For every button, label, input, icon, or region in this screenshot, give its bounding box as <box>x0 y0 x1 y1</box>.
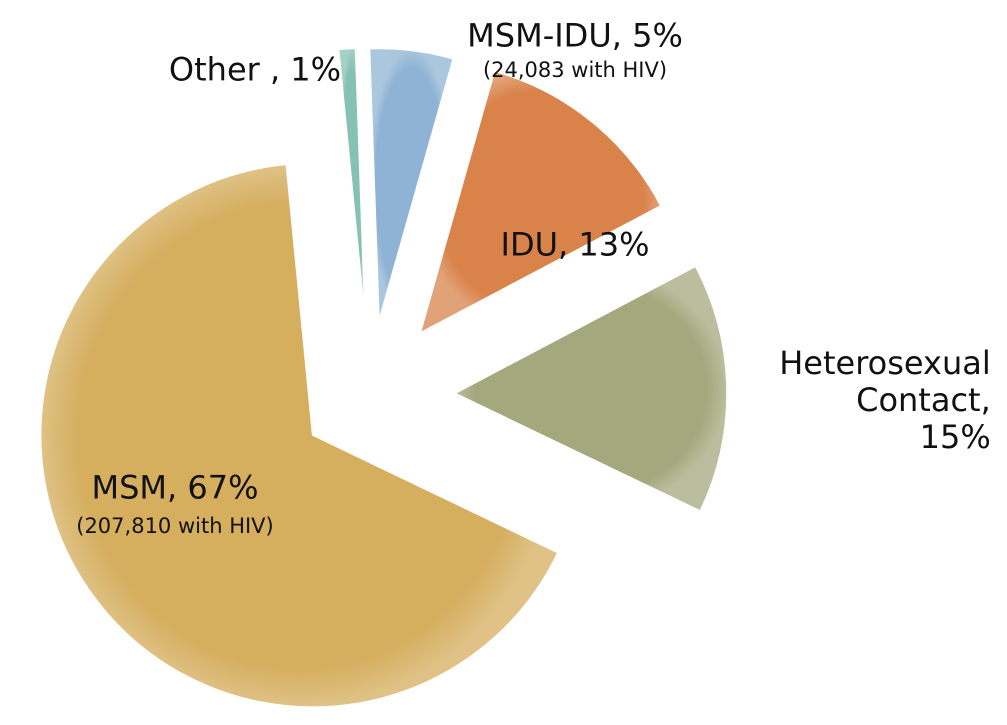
data-label: MSM-IDU, 5% <box>467 16 683 55</box>
slice-shade <box>454 266 727 511</box>
data-label: Heterosexual Contact, 15% <box>779 343 991 456</box>
slice-shade <box>338 48 366 321</box>
data-label: Other , 1% <box>168 50 342 89</box>
slice-shade <box>40 164 558 708</box>
slice-shade <box>420 71 661 333</box>
data-label: MSM, 67% <box>91 468 259 507</box>
data-label: IDU, 13% <box>500 225 650 264</box>
data-sublabel: (24,083 with HIV) <box>482 57 668 82</box>
data-sublabel: (207,810 with HIV) <box>76 513 274 538</box>
slice-shade <box>369 48 454 321</box>
